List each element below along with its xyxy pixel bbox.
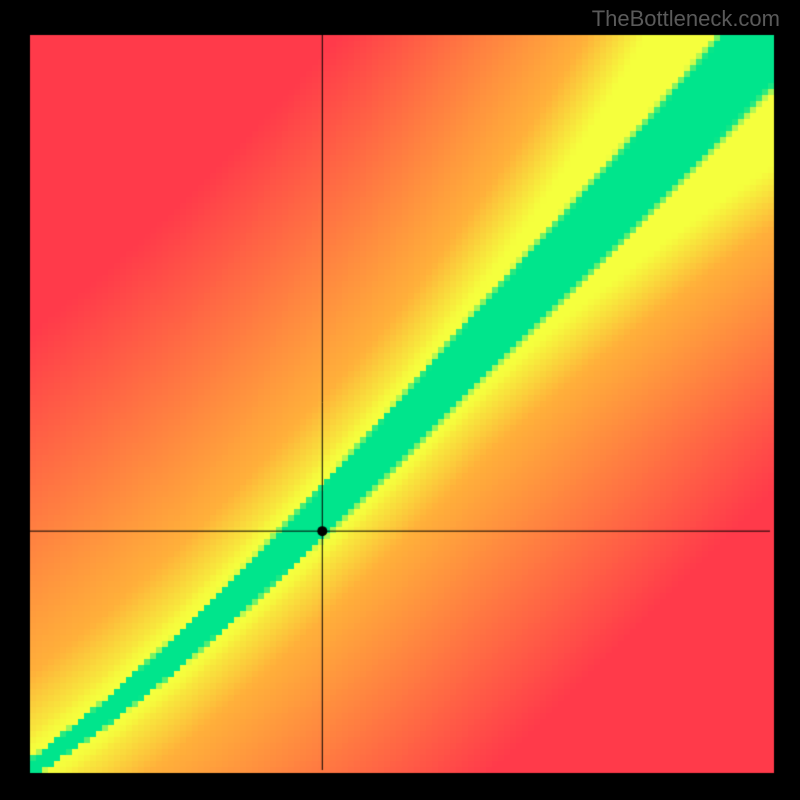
heatmap-canvas [0, 0, 800, 800]
watermark-text: TheBottleneck.com [592, 6, 780, 32]
chart-container: TheBottleneck.com [0, 0, 800, 800]
